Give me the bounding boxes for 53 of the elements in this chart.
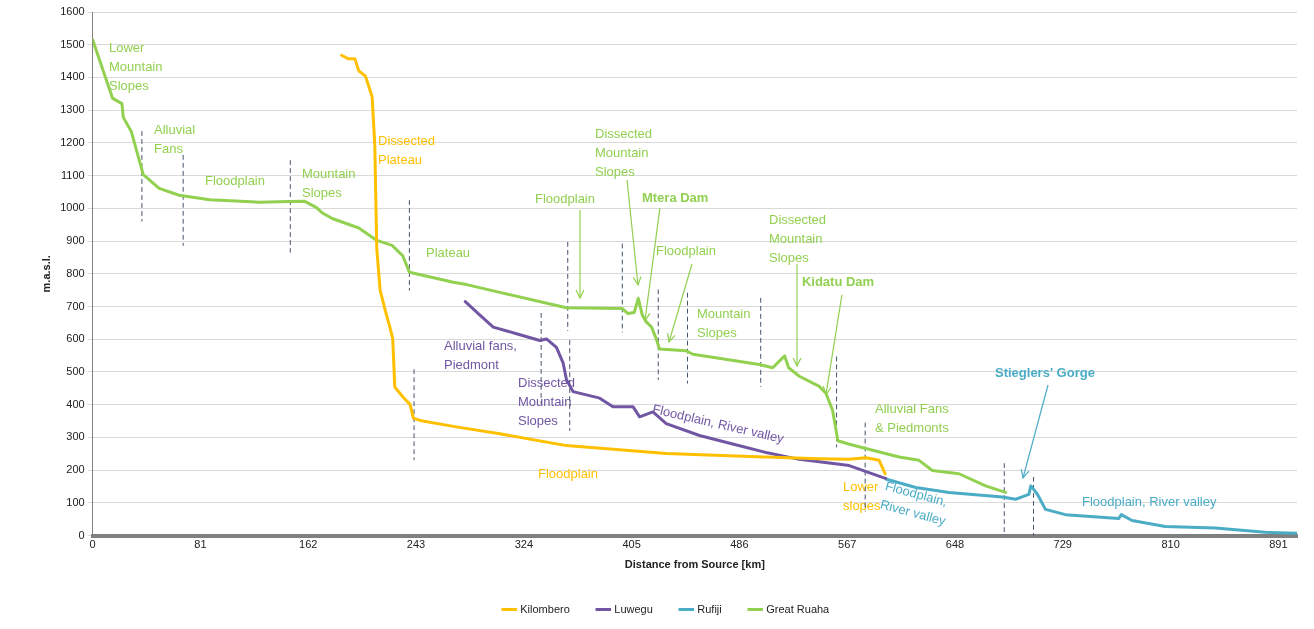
- legend-label: Kilombero: [520, 602, 570, 615]
- x-tick-label: 486: [730, 538, 749, 551]
- y-tick-label: 900: [66, 234, 85, 247]
- annotation: Floodplain: [538, 466, 598, 482]
- x-tick-label: 567: [838, 538, 857, 551]
- annotation: Kidatu Dam: [801, 273, 875, 289]
- annotation: Floodplain: [656, 243, 716, 259]
- x-tick-label: 648: [945, 538, 965, 551]
- x-tick-label: 324: [514, 538, 534, 551]
- annotation: Alluvial Fans & Piedmonts: [875, 401, 950, 436]
- annotation: Floodplain, River valley: [1082, 494, 1217, 510]
- y-tick-label: 300: [66, 430, 85, 443]
- annotation: Dissected Mountain Slopes: [769, 212, 827, 266]
- annotation: Mtera Dam: [641, 190, 709, 205]
- annotation: Mountain Slopes: [302, 166, 356, 201]
- y-tick-label: 0: [78, 528, 85, 541]
- x-tick-label: 162: [299, 538, 318, 551]
- legend-label: Rufiji: [697, 602, 722, 615]
- x-tick-label: 729: [1053, 538, 1072, 551]
- y-tick-label: 500: [66, 365, 85, 378]
- y-tick-label: 1400: [60, 70, 85, 83]
- x-tick-label: 81: [194, 538, 207, 551]
- annotation: Stieglers' Gorge: [995, 365, 1095, 381]
- x-tick-label: 405: [622, 538, 641, 551]
- y-tick-label: 800: [66, 266, 85, 279]
- annotation: Lower Mountain Slopes: [109, 40, 163, 94]
- annotation: Dissected Plateau: [378, 133, 436, 168]
- y-tick-label: 1300: [60, 103, 85, 116]
- legend-label: Luwegu: [614, 602, 653, 615]
- y-tick-label: 700: [66, 299, 85, 312]
- y-tick-label: 1500: [60, 37, 85, 50]
- x-tick-label: 0: [89, 538, 96, 551]
- x-tick-label: 810: [1161, 538, 1180, 551]
- y-axis-title: m.a.s.l.: [39, 255, 52, 293]
- annotation: Mountain Slopes: [697, 306, 751, 341]
- x-axis-title: Distance from Source [km]: [624, 558, 766, 571]
- annotation: Plateau: [426, 245, 471, 261]
- y-tick-label: 1600: [60, 5, 85, 18]
- annotation: Alluvial Fans: [154, 122, 196, 157]
- y-tick-label: 400: [66, 397, 85, 410]
- x-tick-label: 891: [1269, 538, 1288, 551]
- annotation: Floodplain: [535, 191, 595, 207]
- annotation: Alluvial fans, Piedmont: [444, 338, 517, 373]
- annotation: Floodplain: [205, 173, 265, 189]
- y-tick-label: 100: [66, 495, 85, 508]
- y-tick-label: 1200: [60, 135, 85, 148]
- x-tick-label: 243: [406, 538, 426, 551]
- y-tick-label: 600: [66, 332, 85, 345]
- annotation: Dissected Mountain Slopes: [595, 126, 653, 180]
- legend-label: Great Ruaha: [766, 602, 831, 615]
- y-tick-label: 200: [66, 463, 85, 476]
- y-tick-label: 1000: [60, 201, 85, 214]
- y-tick-label: 1100: [61, 168, 85, 181]
